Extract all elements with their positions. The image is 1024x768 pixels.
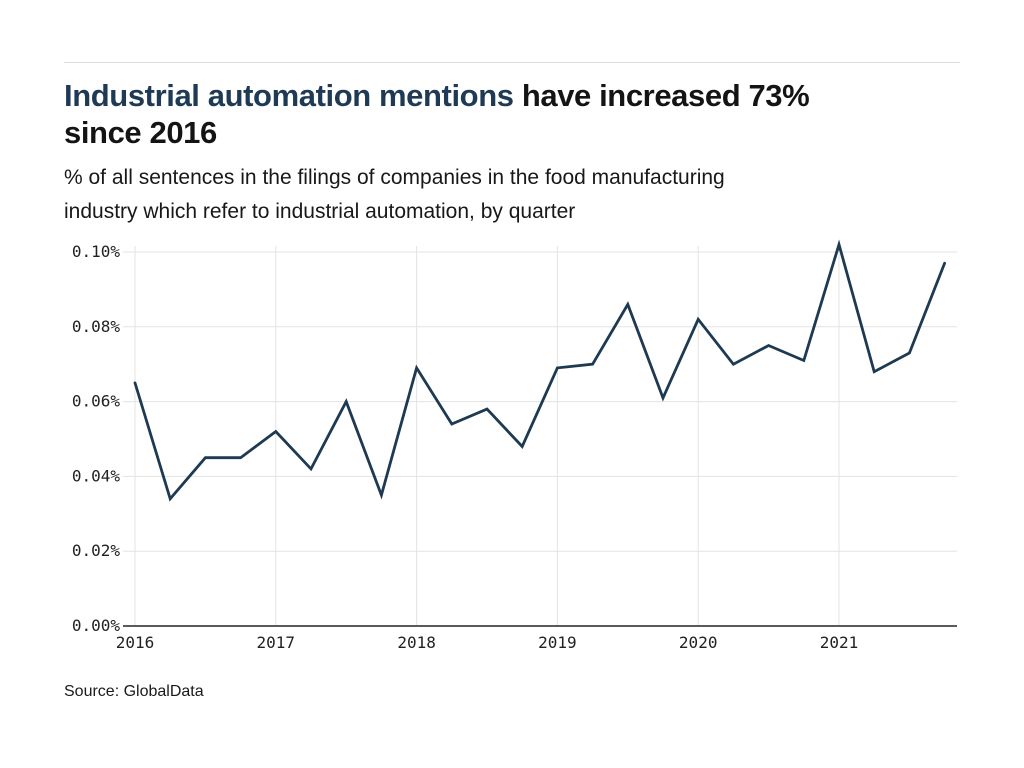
x-tick-label: 2016: [116, 633, 155, 652]
x-tick-label: 2019: [538, 633, 577, 652]
y-tick-label: 0.08%: [72, 317, 121, 336]
source-note: Source: GlobalData: [64, 683, 204, 700]
chart-subtitle: % of all sentences in the filings of com…: [64, 166, 725, 223]
data-line: [133, 239, 946, 502]
y-tick-label: 0.10%: [72, 242, 121, 261]
chart-title-rest: have increased 73% since 2016: [64, 78, 810, 150]
y-tick-label: 0.02%: [72, 541, 121, 560]
chart-title: Industrial automation mentions have incr…: [64, 77, 944, 151]
y-tick-label: 0.00%: [72, 616, 121, 635]
top-divider: [64, 62, 960, 63]
y-tick-label: 0.04%: [72, 466, 121, 485]
x-tick-label: 2018: [397, 633, 436, 652]
x-tick-label: 2021: [820, 633, 859, 652]
x-tick-label: 2020: [679, 633, 718, 652]
chart-title-highlight: Industrial automation mentions: [64, 78, 514, 113]
y-tick-label: 0.06%: [72, 392, 121, 411]
x-tick-label: 2017: [257, 633, 296, 652]
